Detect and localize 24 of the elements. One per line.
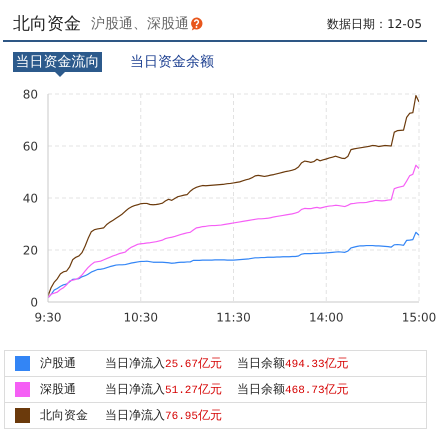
legend-label: 深股通 bbox=[40, 382, 76, 397]
y-tick-label: 80 bbox=[22, 87, 38, 102]
x-tick-label: 9:30 bbox=[34, 310, 62, 325]
text: 当日资金余额 bbox=[130, 53, 214, 72]
y-tick-label: 60 bbox=[22, 139, 38, 154]
text: 当日余额468.73亿元 bbox=[237, 382, 349, 397]
chart-subtitle: 沪股通、深股通 bbox=[91, 14, 189, 32]
x-tick-label: 14:00 bbox=[308, 310, 344, 325]
legend-label: 北向资金 bbox=[40, 408, 88, 423]
y-tick-label: 20 bbox=[22, 243, 38, 258]
text: 当日净流入51.27亿元 bbox=[105, 382, 222, 397]
line-series bbox=[48, 164, 419, 298]
text: 当日余额494.33亿元 bbox=[237, 356, 349, 371]
x-tick-label: 11:30 bbox=[216, 310, 251, 325]
line-series bbox=[48, 232, 419, 298]
x-tick-label: 15:00 bbox=[402, 310, 436, 325]
y-tick-label: 40 bbox=[22, 191, 38, 206]
text: 当日净流入76.95亿元 bbox=[105, 408, 222, 423]
y-tick-label: 0 bbox=[30, 295, 38, 310]
chart-title: 北向资金 bbox=[13, 13, 81, 35]
text: 数据日期：12-05 bbox=[327, 16, 422, 33]
x-tick-label: 10:30 bbox=[123, 310, 158, 325]
legend-label: 沪股通 bbox=[40, 356, 76, 371]
text: 当日净流入25.67亿元 bbox=[105, 356, 222, 371]
